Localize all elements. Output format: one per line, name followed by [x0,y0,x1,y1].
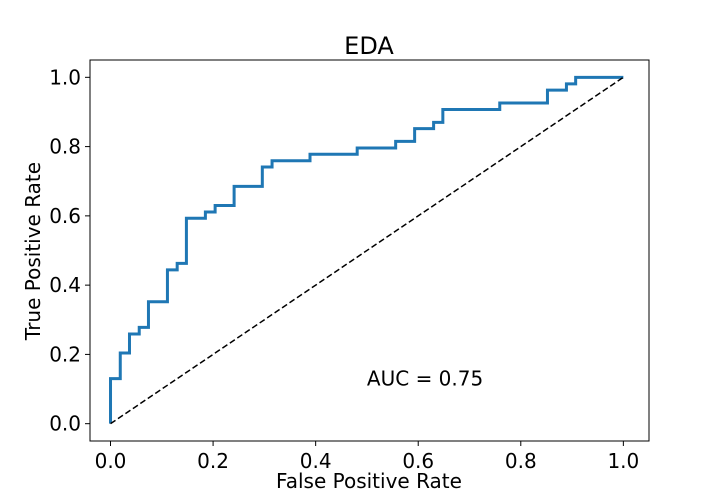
x-tick-label: 0.6 [402,449,434,473]
y-tick-label: 0.8 [49,135,81,159]
chart-title: EDA [344,32,394,60]
chance-diagonal-line [110,76,624,425]
y-tick-label: 0.4 [49,273,81,297]
x-tick-label: 0.4 [300,449,332,473]
axes-frame [89,59,650,442]
y-tick-label: 0.6 [49,204,81,228]
y-tick-label: 1.0 [49,65,81,89]
auc-annotation: AUC = 0.75 [367,367,483,391]
y-tick-label: 0.2 [49,342,81,366]
y-axis-label: True Positive Rate [21,162,45,341]
x-axis-label: False Positive Rate [276,469,462,493]
x-tick-label: 0.8 [505,449,537,473]
y-tick-label: 0.0 [49,412,81,436]
x-tick-label: 0.0 [95,449,127,473]
x-tick-label: 1.0 [607,449,639,473]
x-tick-label: 0.2 [197,449,229,473]
roc-curve-line [109,75,624,424]
plot-area: 0.0 0.2 0.4 0.6 0.8 1.0 0.0 0.2 0.4 0.6 0.8 1.0 [49,59,650,473]
